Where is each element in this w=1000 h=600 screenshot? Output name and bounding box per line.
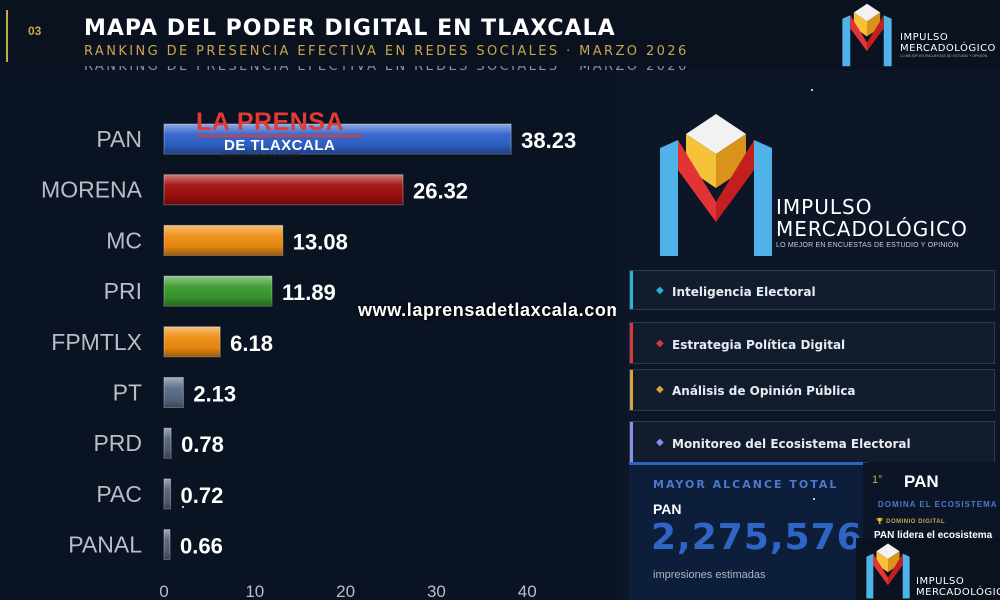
- ghost-subtitle: RANKING DE PRESENCIA EFECTIVA EN REDES S…: [84, 66, 689, 74]
- bar-shine: [164, 377, 184, 408]
- prensa-title: LA PRENSA: [196, 108, 345, 136]
- diamond-icon: ◆: [656, 437, 664, 448]
- ranking-subtitle: DOMINA EL ECOSISTEMA: [878, 500, 998, 509]
- header-brand-line1: IMPULSO: [900, 32, 949, 43]
- value-label: 13.08: [293, 229, 348, 254]
- decor-dot: [182, 506, 184, 508]
- category-label: PANAL: [68, 532, 142, 558]
- ranking-party: PAN: [904, 472, 939, 491]
- x-tick-label: 20: [336, 582, 355, 600]
- header-bar: 03 MAPA DEL PODER DIGITAL EN TLAXCALA RA…: [0, 0, 1000, 70]
- reach-card-party: PAN: [653, 501, 682, 517]
- reach-card: MAYOR ALCANCE TOTAL PAN 2,275,576 impres…: [629, 462, 863, 600]
- bar-shine: [164, 124, 512, 154]
- service-accent: [630, 370, 633, 410]
- service-label: Monitoreo del Ecosistema Electoral: [672, 437, 911, 451]
- brand-line2: MERCADOLÓGICO: [776, 217, 968, 241]
- decor-dot: [813, 498, 815, 500]
- x-tick-label: 0: [159, 582, 168, 600]
- prensa-subtitle: DE TLAXCALA: [224, 137, 336, 154]
- category-label: PRD: [93, 430, 142, 456]
- header-brand-tagline: LO MEJOR EN ENCUESTAS DE ESTUDIO Y OPINI…: [900, 54, 988, 58]
- value-label: 0.78: [181, 432, 224, 457]
- brand-corner: IMPULSO MERCADOLÓGICO: [856, 538, 1000, 600]
- value-label: 2.13: [193, 382, 236, 407]
- category-label: PAN: [96, 126, 142, 152]
- header-brand: IMPULSO MERCADOLÓGICO LO MEJOR EN ENCUES…: [900, 32, 996, 58]
- value-label: 0.72: [181, 483, 224, 508]
- value-label: 11.89: [282, 280, 336, 305]
- brand-logo-large-icon: [660, 114, 772, 256]
- bar-shine: [164, 326, 221, 357]
- ranking-key-label: DOMINIO DIGITAL: [886, 519, 946, 525]
- service-accent: [630, 271, 633, 309]
- diamond-icon: ◆: [656, 338, 664, 349]
- value-label: 26.32: [413, 179, 468, 204]
- corner-brand-line1: IMPULSO: [916, 576, 965, 587]
- service-label: Análisis de Opinión Pública: [672, 384, 856, 398]
- prensa-rule: [196, 135, 362, 137]
- prensa-tagline: Con noticias de mayor interés: [222, 153, 302, 159]
- trophy-icon: 🏆: [876, 519, 887, 525]
- page-title: MAPA DEL PODER DIGITAL EN TLAXCALA: [84, 16, 616, 41]
- reach-card-value: 2,275,576: [651, 517, 863, 558]
- bar-chart: PAN 38.23 MORENA 26.32 MC 13.08 PRI 11.89 FPMTLX…: [41, 123, 576, 600]
- bar-shine: [164, 225, 283, 256]
- prensa-watermark: LA PRENSA DE TLAXCALA Con noticias de ma…: [196, 108, 366, 160]
- brand-tagline-large: LO MEJOR EN ENCUESTAS DE ESTUDIO Y OPINI…: [776, 242, 959, 249]
- brand-logo-small-icon: [866, 543, 910, 599]
- slide-number: 03: [28, 24, 42, 38]
- bar-shine: [164, 276, 272, 307]
- diamond-icon: ◆: [656, 285, 664, 296]
- category-label: PT: [113, 380, 142, 406]
- service-label: Estrategia Política Digital: [672, 338, 846, 352]
- ranking-key: 🏆 DOMINIO DIGITAL: [876, 518, 945, 525]
- x-tick-label: 40: [518, 582, 537, 600]
- bar-shine: [164, 478, 171, 509]
- service-item: ◆ Monitoreo del Ecosistema Electoral: [629, 421, 995, 463]
- value-label: 6.18: [230, 331, 273, 356]
- value-label: 38.23: [521, 128, 576, 153]
- header-brand-line2: MERCADOLÓGICO: [900, 43, 996, 54]
- bar-shine: [164, 428, 172, 459]
- service-accent: [630, 323, 633, 363]
- diamond-icon: ◆: [656, 384, 664, 395]
- brand-logo-icon: [842, 3, 892, 67]
- x-tick-label: 10: [245, 582, 264, 600]
- value-label: 0.66: [180, 534, 223, 559]
- category-label: PAC: [96, 481, 142, 507]
- service-item: ◆ Inteligencia Electoral: [629, 270, 995, 310]
- category-label: FPMTLX: [51, 329, 142, 355]
- bar-shine: [164, 174, 403, 205]
- service-item: ◆ Análisis de Opinión Pública: [629, 369, 995, 411]
- reach-card-heading: MAYOR ALCANCE TOTAL: [653, 478, 839, 491]
- bar-shine: [164, 529, 170, 560]
- service-accent: [630, 422, 633, 462]
- brand-name-large: IMPULSO MERCADOLÓGICO: [776, 196, 968, 240]
- chart-background: [0, 88, 616, 600]
- corner-brand: IMPULSO MERCADOLÓGICO: [916, 576, 1000, 598]
- category-label: MC: [106, 227, 142, 253]
- service-label: Inteligencia Electoral: [672, 285, 816, 299]
- decor-dot: [811, 89, 813, 91]
- corner-brand-line2: MERCADOLÓGICO: [916, 587, 1000, 598]
- x-tick-label: 30: [427, 582, 446, 600]
- ranking-value: PAN lidera el ecosistema: [874, 530, 993, 541]
- website-watermark: www.laprensadetlaxcala.com: [358, 300, 624, 320]
- brand-line1: IMPULSO: [776, 195, 873, 219]
- reach-card-footnote: impresiones estimadas: [653, 569, 766, 581]
- ranking-position: 1°: [872, 474, 883, 486]
- category-label: MORENA: [41, 177, 143, 203]
- category-label: PRI: [104, 278, 142, 304]
- service-item: ◆ Estrategia Política Digital: [629, 322, 995, 364]
- page-subtitle: RANKING DE PRESENCIA EFECTIVA EN REDES S…: [84, 44, 689, 59]
- header-accent-line: [6, 10, 8, 62]
